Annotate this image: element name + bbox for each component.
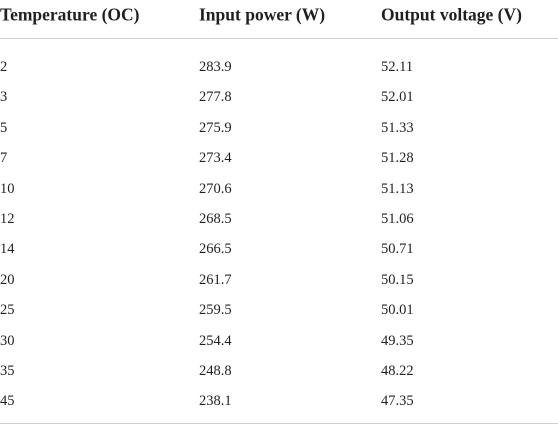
column-header: Input power (W) xyxy=(199,4,326,25)
bottom-rule xyxy=(0,423,558,424)
table-cell: 10 xyxy=(0,180,15,197)
table-cell: 7 xyxy=(0,149,8,166)
table-cell: 261.7 xyxy=(199,271,232,288)
table-cell: 49.35 xyxy=(381,332,414,349)
table-cell: 277.8 xyxy=(199,89,232,106)
table-cell: 268.5 xyxy=(199,210,232,227)
table-cell: 51.28 xyxy=(381,149,414,166)
table-cell: 275.9 xyxy=(199,119,232,136)
table-cell: 30 xyxy=(0,332,15,349)
table-cell: 2 xyxy=(0,58,8,75)
table-cell: 50.01 xyxy=(381,301,414,318)
table-cell: 47.35 xyxy=(381,393,414,410)
table-cell: 35 xyxy=(0,362,15,379)
table-cell: 50.71 xyxy=(381,241,414,258)
table-cell: 5 xyxy=(0,119,8,136)
table-cell: 259.5 xyxy=(199,301,232,318)
table-cell: 45 xyxy=(0,393,15,410)
table-cell: 51.33 xyxy=(381,119,414,136)
table-cell: 283.9 xyxy=(199,58,232,75)
header-rule xyxy=(0,38,558,39)
table-cell: 52.01 xyxy=(381,89,414,106)
table-cell: 25 xyxy=(0,301,15,318)
table-cell: 238.1 xyxy=(199,393,232,410)
table-cell: 14 xyxy=(0,241,15,258)
column-header: Temperature (OC) xyxy=(0,4,140,25)
table-cell: 273.4 xyxy=(199,149,232,166)
table-cell: 51.13 xyxy=(381,180,414,197)
table-cell: 50.15 xyxy=(381,271,414,288)
table-cell: 270.6 xyxy=(199,180,232,197)
column-header: Output voltage (V) xyxy=(381,4,522,25)
table-cell: 20 xyxy=(0,271,15,288)
table-cell: 52.11 xyxy=(381,58,414,75)
table-cell: 3 xyxy=(0,89,8,106)
table-cell: 254.4 xyxy=(199,332,232,349)
table-cell: 48.22 xyxy=(381,362,414,379)
table-cell: 266.5 xyxy=(199,241,232,258)
table-cell: 248.8 xyxy=(199,362,232,379)
table-cell: 12 xyxy=(0,210,15,227)
table-cell: 51.06 xyxy=(381,210,414,227)
